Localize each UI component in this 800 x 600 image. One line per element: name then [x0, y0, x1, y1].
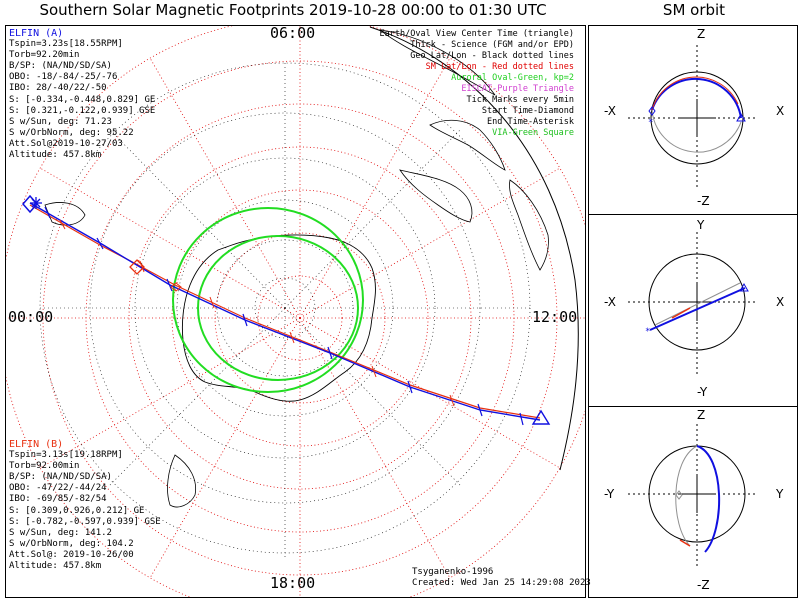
asia-coastline	[378, 29, 496, 96]
elfin-b-line: S w/OrbNorm, deg: 104.2	[9, 538, 134, 549]
orbit-xy-top-label: Y	[697, 218, 705, 232]
elfin-b-line: B/SP: (NA/ND/SD/SA)	[9, 472, 112, 483]
created-timestamp: Created: Wed Jan 25 14:29:08 2023	[412, 578, 591, 588]
orbit-xz-left-label: -X	[604, 104, 616, 118]
elfin-b-line: Tspin=3.13s[19.18RPM]	[9, 450, 123, 461]
elfin-b-line: S w/Sun, deg: 141.2	[9, 527, 112, 538]
orbit-yz-top-label: Z	[697, 408, 706, 422]
elfin-a-line: IBO: 28/-40/22/-50	[9, 83, 107, 94]
orbit-panel-yz	[588, 406, 798, 598]
svg-text:*: *	[645, 327, 650, 337]
elfin-a-line: OBO: -18/-84/-25/-76	[9, 72, 118, 83]
legend-item: EISCAT-Purple Triangle	[461, 84, 574, 94]
landmass-coastline	[429, 119, 506, 171]
elfin-a-line: S: [-0.334,-0.448,0.829] GE	[9, 94, 156, 105]
elfin-b-name: ELFIN (B)	[9, 439, 64, 450]
australia-coastline	[399, 169, 473, 223]
elfin-a-tick-marks	[44, 206, 524, 426]
mlt-label-bottom: 18:00	[270, 574, 316, 592]
antarctica-coastline	[181, 234, 376, 402]
legend-item: Earth/Oval View Center Time (triangle)	[379, 29, 574, 39]
elfin-b-line: IBO: -69/85/-82/54	[9, 494, 107, 505]
legend-item: End Time-Asterisk	[487, 117, 574, 127]
orbit-plot-xz: *	[628, 45, 758, 190]
orbit-xy-bottom-label: -Y	[697, 385, 708, 399]
earth-limb	[369, 26, 579, 471]
legend-item: Thick - Science (FGM and/or EPD)	[410, 40, 574, 50]
mlt-label-top: 06:00	[270, 24, 316, 42]
orbit-plot-yz	[628, 424, 758, 568]
elfin-a-info: ELFIN (A) Tspin=3.23s[18.55RPM] Torb=92.…	[9, 28, 155, 161]
elfin-a-line: Tspin=3.23s[18.55RPM]	[9, 39, 123, 50]
elfin-b-start-diamond	[129, 259, 145, 275]
elfin-b-line: Altitude: 457.8km	[9, 561, 102, 572]
elfin-a-track	[29, 202, 541, 421]
svg-text:*: *	[648, 118, 653, 128]
new-zealand-coastline	[509, 179, 549, 271]
orbit-xz-top-label: Z	[697, 27, 706, 41]
africa-coastline	[44, 202, 86, 226]
elfin-a-name: ELFIN (A)	[9, 28, 64, 39]
elfin-b-info: ELFIN (B) Tspin=3.13s[19.18RPM] Torb=92.…	[9, 439, 161, 572]
elfin-b-track	[29, 204, 541, 419]
elfin-a-asterisk	[30, 197, 42, 209]
geo-meridians	[40, 60, 530, 560]
elfin-a-line: Att.Sol@2019-10-27/03	[9, 138, 123, 149]
sm-meridians	[6, 26, 585, 597]
elfin-a-line: Altitude: 457.8km	[9, 150, 102, 161]
legend-item: SM Lat/Lon - Red dotted lines	[425, 62, 574, 72]
elfin-b-line: Att.Sol@: 2019-10-26/00	[9, 549, 134, 560]
elfin-a-line: S w/Sun, deg: 71.23	[9, 116, 112, 127]
elfin-a-line: B/SP: (NA/ND/SD/SA)	[9, 61, 112, 72]
orbit-yz-right-label: Y	[776, 487, 784, 501]
legend-item: Tick Marks every 5min	[466, 95, 574, 105]
orbit-xy-right-label: X	[776, 295, 785, 309]
elfin-b-marker	[170, 282, 182, 292]
elfin-b-line: OBO: -47/22/-44/24	[9, 483, 107, 494]
south-america-coastline	[167, 454, 197, 508]
elfin-a-line: S w/OrbNorm, deg: 95.22	[9, 127, 134, 138]
elfin-a-line: Torb=92.20min	[9, 50, 80, 61]
legend-item: Geo Lat/Lon - Black dotted lines	[410, 51, 574, 61]
orbit-plot-xy: *	[628, 232, 758, 375]
orbit-xz-bottom-label: -Z	[697, 194, 710, 208]
model-credit: Tsyganenko-1996	[412, 567, 494, 577]
elfin-b-line: Torb=92.00min	[9, 461, 80, 472]
mlt-label-left: 00:00	[8, 308, 54, 326]
orbit-yz-bottom-label: -Z	[697, 578, 710, 592]
page-title: Southern Solar Magnetic Footprints 2019-…	[39, 1, 547, 19]
orbit-yz-left-label: -Y	[604, 487, 615, 501]
orbit-xz-right-label: X	[776, 104, 785, 118]
map-legend: Earth/Oval View Center Time (triangle) T…	[380, 29, 574, 139]
legend-item: Auroral Oval-Green, kp=2	[451, 73, 574, 83]
footprint-map-frame	[5, 25, 586, 598]
legend-item: Start Time-Diamond	[481, 106, 574, 116]
view-center-triangle	[531, 409, 551, 425]
orbit-panel-title: SM orbit	[662, 1, 726, 19]
mlt-label-right: 12:00	[532, 308, 578, 326]
orbit-xy-left-label: -X	[604, 295, 616, 309]
elfin-a-line: S: [0.321,-0.122,0.939] GSE	[9, 105, 156, 116]
elfin-b-line: S: [0.309,0.926,0.212] GE	[9, 505, 145, 516]
legend-item: VIA-Green Square	[492, 128, 574, 138]
elfin-b-line: S: [-0.782,-0.597,0.939] GSE	[9, 516, 161, 527]
auroral-oval	[172, 207, 364, 393]
